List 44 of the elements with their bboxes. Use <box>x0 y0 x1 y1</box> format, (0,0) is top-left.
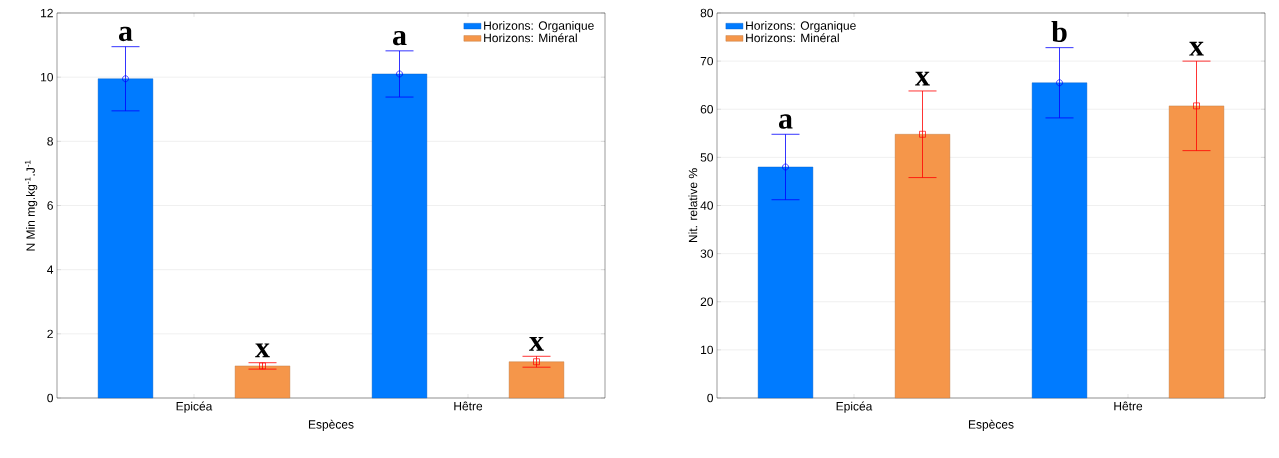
y-axis-title: N Min mg.kg$^{-1}$.J$^{-1}$ <box>24 160 38 251</box>
annotation: x <box>255 343 270 358</box>
annotation: x <box>529 336 544 351</box>
bar <box>371 73 428 399</box>
bar <box>97 78 154 399</box>
bar <box>894 134 951 399</box>
y-tick-label: 70 <box>700 56 714 66</box>
y-tick-label: 60 <box>700 105 714 114</box>
legend-label: Horizons: Organique <box>746 21 856 33</box>
legend-label: Horizons: Minéral <box>746 33 839 43</box>
annotation: x <box>1189 41 1204 56</box>
y-tick-label: 10 <box>41 72 53 82</box>
bar <box>1031 82 1088 399</box>
y-tick-label: 0 <box>47 393 54 403</box>
x-tick-label: Epicéa <box>176 401 213 413</box>
annotation: a <box>118 26 133 42</box>
legend-label: Horizons: Minéral <box>484 33 577 43</box>
x-tick-label: Hêtre <box>1114 401 1143 411</box>
legend-label: Horizons: Organique <box>484 21 594 33</box>
y-tick-label: 30 <box>700 249 714 258</box>
y-tick-label: 2 <box>47 329 53 339</box>
y-tick-label: 0 <box>707 393 714 403</box>
y-tick-label: 80 <box>700 8 714 18</box>
bar <box>757 166 814 399</box>
bar <box>234 365 291 399</box>
y-tick-label: 12 <box>41 8 53 18</box>
annotation: x <box>915 71 930 86</box>
x-axis-title: Espèces <box>308 419 354 432</box>
y-tick-label: 40 <box>700 201 714 210</box>
y-tick-label: 50 <box>700 153 714 162</box>
x-tick-label: Epicéa <box>836 401 873 413</box>
annotation: b <box>1051 21 1067 43</box>
x-tick-label: Hêtre <box>454 401 483 411</box>
y-tick-label: 6 <box>47 201 53 210</box>
bar <box>508 361 565 399</box>
y-tick-label: 20 <box>700 297 714 306</box>
annotation: a <box>778 114 793 129</box>
y-tick-label: 4 <box>47 265 54 274</box>
bar <box>1168 105 1225 399</box>
y-axis-title: Nit. relative % <box>688 168 698 243</box>
y-tick-label: 8 <box>47 137 53 146</box>
annotation: a <box>392 30 407 46</box>
x-axis-title: Espèces <box>968 419 1014 432</box>
y-tick-label: 10 <box>701 345 714 355</box>
